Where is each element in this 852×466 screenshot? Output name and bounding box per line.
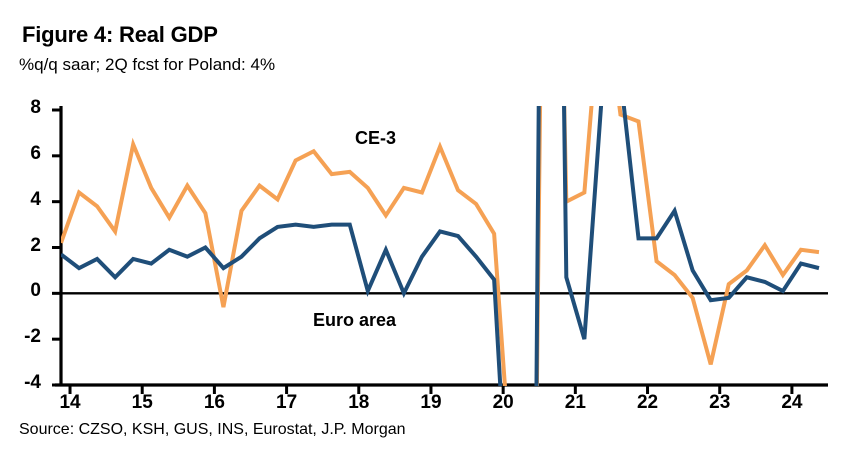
x-tick-label: 23 (709, 392, 731, 413)
source-note: Source: CZSO, KSH, GUS, INS, Eurostat, J… (19, 421, 406, 438)
y-tick-label: 6 (30, 142, 41, 164)
page-title: Figure 4: Real GDP (22, 22, 218, 47)
y-tick-label: -2 (24, 326, 41, 348)
x-tick-label: 18 (348, 392, 370, 413)
x-tick-label: 15 (131, 392, 153, 413)
y-tick-label: 2 (30, 234, 41, 256)
x-tick-label: 21 (564, 392, 586, 413)
y-tick-label: 0 (30, 280, 41, 302)
x-tick-label: 22 (636, 392, 659, 413)
x-tick-label: 17 (276, 392, 298, 413)
y-tick-label: -4 (24, 372, 41, 393)
y-tick-label: 4 (30, 188, 41, 210)
x-tick-label: 16 (203, 392, 225, 413)
x-tick-label: 19 (420, 392, 442, 413)
x-tick-label: 24 (781, 392, 803, 413)
x-tick-label: 14 (59, 392, 81, 413)
figure-subtitle: %q/q saar; 2Q fcst for Poland: 4% (19, 55, 276, 74)
chart-series-layer (61, 106, 820, 386)
x-tick-label: 20 (492, 392, 514, 413)
euro-area-label: Euro area (313, 310, 397, 330)
chart-axes (52, 106, 828, 394)
y-tick-label: 8 (30, 97, 41, 118)
ce3-label: CE-3 (355, 128, 397, 148)
